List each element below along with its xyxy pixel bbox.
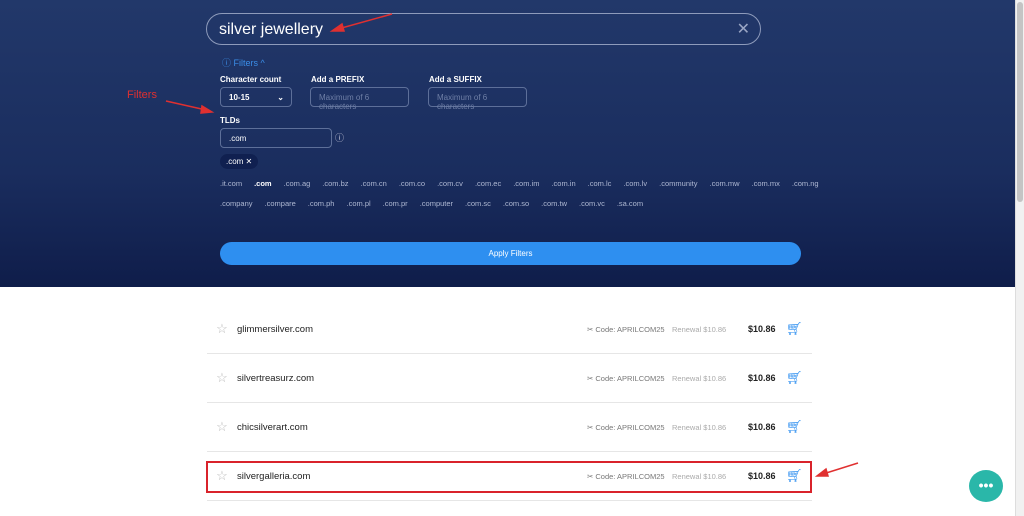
highlight-box xyxy=(206,461,812,493)
tld-option[interactable]: .com.tw xyxy=(541,199,567,208)
star-icon[interactable]: ☆ xyxy=(216,468,228,483)
tld-option[interactable]: .com.pl xyxy=(346,199,371,208)
renewal-price: Renewal $10.86 xyxy=(672,422,727,432)
tld-option[interactable]: .com.ag xyxy=(283,179,311,188)
tld-option[interactable]: .com.lc xyxy=(587,179,612,188)
tld-option[interactable]: .com xyxy=(254,179,272,188)
star-icon[interactable]: ☆ xyxy=(216,321,228,336)
renewal-price: Renewal $10.86 xyxy=(672,373,727,383)
scrollbar[interactable] xyxy=(1015,0,1024,516)
tld-option[interactable]: .com.ec xyxy=(474,179,502,188)
promo-code: ✂ Code: APRILCOM25 xyxy=(587,471,665,481)
result-row[interactable]: ☆ silvertreasurz.com ✂ Code: APRILCOM25 … xyxy=(207,354,812,403)
tld-chip[interactable]: .com ✕ xyxy=(220,154,259,169)
info-icon[interactable]: ⓘ xyxy=(335,133,345,143)
result-row[interactable]: ☆ glimmersilver.com ✂ Code: APRILCOM25 R… xyxy=(207,305,812,354)
char-count-select[interactable]: 10-15 ⌄ xyxy=(220,87,292,107)
price: $10.86 xyxy=(748,422,776,432)
cart-icon[interactable]: 🛒︎ xyxy=(786,370,803,385)
suffix-input[interactable]: Maximum of 6 characters xyxy=(428,87,527,111)
close-icon[interactable]: ✕ xyxy=(736,21,750,38)
chat-button[interactable]: ••• xyxy=(969,470,1003,502)
search-hero: silver jewellery ✕ ⓘ Filters ^ Character … xyxy=(0,0,1015,287)
tld-option[interactable]: .com.im xyxy=(513,179,540,188)
price: $10.86 xyxy=(748,471,776,481)
tld-option[interactable]: .sa.com xyxy=(616,199,644,208)
tld-options-row: .it.com .com .com.ag .com.bz .com.cn .com.co.… xyxy=(220,179,819,188)
cart-icon[interactable]: 🛒︎ xyxy=(786,419,803,434)
tlds-input[interactable]: .com xyxy=(220,128,332,148)
suffix-label: Add a SUFFIX xyxy=(429,75,482,84)
tld-option[interactable]: .computer xyxy=(419,199,454,208)
tld-option[interactable]: .com.vc xyxy=(579,199,605,208)
domain-name[interactable]: chicsilverart.com xyxy=(237,421,308,433)
tld-option[interactable]: .com.bz xyxy=(322,179,349,188)
tld-option[interactable]: .company xyxy=(220,199,253,208)
tld-option[interactable]: .com.ng xyxy=(791,179,819,188)
tld-option[interactable]: .com.pr xyxy=(382,199,408,208)
domain-name[interactable]: glimmersilver.com xyxy=(237,323,314,335)
tld-option[interactable]: .com.mx xyxy=(751,179,780,188)
filters-toggle[interactable]: ⓘ Filters ^ xyxy=(222,58,265,68)
renewal-price: Renewal $10.86 xyxy=(672,324,727,334)
tld-option[interactable]: .com.co xyxy=(398,179,426,188)
result-row[interactable]: ☆ chicsilverart.com ✂ Code: APRILCOM25 R… xyxy=(207,403,812,452)
search-input[interactable]: silver jewellery ✕ xyxy=(206,13,761,45)
tld-option[interactable]: .com.cn xyxy=(360,179,387,188)
result-row[interactable]: ☆ silvergalleria.com ✂ Code: APRILCOM25 … xyxy=(207,452,812,501)
tld-option[interactable]: .com.in xyxy=(551,179,576,188)
price: $10.86 xyxy=(748,324,776,334)
cart-icon[interactable]: 🛒︎ xyxy=(786,468,803,483)
domain-name[interactable]: silvertreasurz.com xyxy=(237,372,315,384)
tlds-label: TLDs xyxy=(220,116,240,125)
tld-option[interactable]: .com.mw xyxy=(709,179,740,188)
annotation-label: Filters xyxy=(127,89,157,101)
tld-option[interactable]: .community xyxy=(659,179,698,188)
prefix-input[interactable]: Maximum of 6 characters xyxy=(310,87,409,111)
tld-option[interactable]: .com.ph xyxy=(307,199,335,208)
tld-option[interactable]: .it.com xyxy=(220,179,243,188)
star-icon[interactable]: ☆ xyxy=(216,419,228,434)
apply-filters-button[interactable]: Apply Filters xyxy=(220,242,801,265)
tld-option[interactable]: .com.so xyxy=(502,199,530,208)
prefix-label: Add a PREFIX xyxy=(311,75,365,84)
tld-option[interactable]: .compare xyxy=(264,199,296,208)
cart-icon[interactable]: 🛒︎ xyxy=(786,321,803,336)
renewal-price: Renewal $10.86 xyxy=(672,471,727,481)
promo-code: ✂ Code: APRILCOM25 xyxy=(587,422,665,432)
tld-option[interactable]: .com.sc xyxy=(465,199,491,208)
tld-option[interactable]: .com.cv xyxy=(437,179,463,188)
promo-code: ✂ Code: APRILCOM25 xyxy=(587,324,665,334)
char-count-label: Character count xyxy=(220,75,282,84)
star-icon[interactable]: ☆ xyxy=(216,370,228,385)
price: $10.86 xyxy=(748,373,776,383)
tld-option[interactable]: .com.lv xyxy=(623,179,648,188)
search-value: silver jewellery xyxy=(219,21,324,38)
chevron-down-icon: ⌄ xyxy=(277,93,284,102)
promo-code: ✂ Code: APRILCOM25 xyxy=(587,373,665,383)
domain-name[interactable]: silvergalleria.com xyxy=(237,470,311,482)
tld-options-row: .company .compare .com.ph .com.pl .com.pr .co… xyxy=(220,199,780,208)
